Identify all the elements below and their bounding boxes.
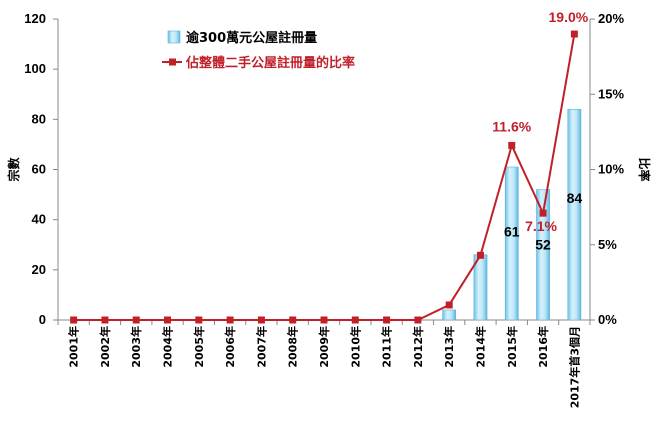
line-path: [73, 33, 576, 321]
legend-bar-label: 逾300萬元公屋註冊量: [186, 30, 317, 46]
y2-tick-label: 10%: [598, 162, 624, 177]
y-tick-label: 0: [39, 312, 46, 327]
y2-axis-title: 比率: [637, 157, 652, 181]
bar: [567, 109, 582, 321]
bar: [442, 309, 457, 321]
x-tick-label: 2017年首3個月: [567, 326, 581, 408]
line-point: [164, 316, 172, 324]
x-tick-label: 2014年: [473, 326, 487, 368]
bar: [536, 189, 550, 321]
line-series: [70, 30, 578, 324]
x-tick-label: 2007年: [254, 326, 268, 368]
line-point: [289, 316, 297, 324]
x-tick-label: 2012年: [411, 326, 425, 368]
legend-line-label: 佔整體二手公屋註冊量的比率: [185, 55, 355, 71]
y-tick-label: 100: [24, 61, 46, 76]
x-tick-label: 2008年: [286, 326, 300, 368]
line-point: [257, 316, 265, 324]
line-point: [383, 316, 391, 324]
line-point: [195, 316, 203, 324]
y-tick-label: 120: [24, 11, 46, 26]
line-point: [320, 316, 328, 324]
bar: [473, 254, 488, 321]
x-tick-label: 2001年: [67, 326, 81, 368]
y2-tick-label: 20%: [598, 11, 624, 26]
x-tick-label: 2006年: [223, 326, 237, 368]
line-data-label: 19.0%: [549, 9, 589, 25]
bar-series: [442, 109, 582, 321]
line-point: [508, 141, 516, 149]
line-point: [414, 316, 422, 324]
y-axis-title: 宗數: [6, 157, 21, 181]
x-tick-label: 2003年: [129, 326, 143, 368]
legend-bar-swatch: [167, 30, 181, 44]
line-point: [132, 316, 140, 324]
x-tick-label: 2005年: [192, 326, 206, 368]
x-tick-label: 2004年: [161, 326, 175, 368]
y-tick-label: 60: [32, 162, 46, 177]
y-tick-label: 20: [32, 262, 46, 277]
line-point: [101, 316, 109, 324]
x-tick-label: 2011年: [380, 326, 394, 368]
y2-tick-label: 15%: [598, 86, 624, 101]
data-labels: 61 52 84 11.6% 7.1% 19.0%: [492, 9, 588, 252]
y-tick-label: 80: [32, 111, 46, 126]
line-point: [351, 316, 359, 324]
y2-tick-label: 5%: [598, 237, 617, 252]
bar-data-label: 52: [535, 236, 551, 252]
y2-tick-label: 0%: [598, 312, 617, 327]
axes: 0 20 40 60 80 100 120 0% 5% 10% 15% 20% 宗數 比率 2001年 200…: [6, 11, 652, 408]
bar: [504, 166, 519, 321]
line-point: [476, 251, 484, 259]
x-tick-label: 2015年: [505, 326, 519, 368]
line-data-label: 11.6%: [492, 118, 531, 134]
line-point: [226, 316, 234, 324]
y-tick-label: 40: [32, 212, 46, 227]
x-tick-label: 2002年: [98, 326, 112, 368]
bar-data-label: 61: [504, 223, 520, 239]
legend-line-marker: [169, 58, 176, 66]
line-point: [70, 316, 78, 324]
line-point: [539, 209, 547, 217]
x-tick-label: 2016年: [536, 326, 550, 368]
x-tick-label: 2009年: [317, 326, 331, 368]
line-point: [445, 301, 453, 309]
line-data-label: 7.1%: [525, 218, 557, 234]
x-tick-label: 2010年: [348, 326, 362, 368]
line-point: [570, 30, 578, 38]
bar-data-label: 84: [567, 190, 583, 206]
x-tick-label: 2013年: [442, 326, 456, 368]
